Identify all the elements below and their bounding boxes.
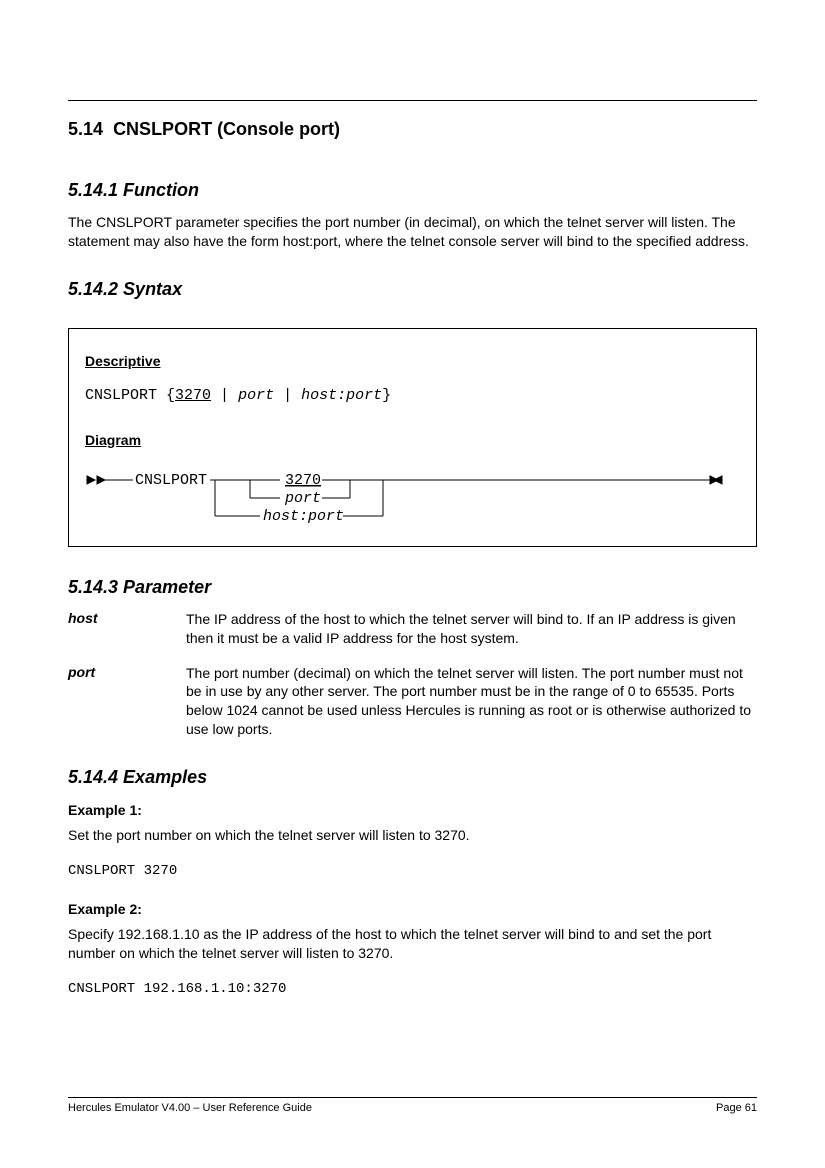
function-heading: 5.14.1 Function bbox=[68, 180, 757, 201]
section-name: CNSLPORT (Console port) bbox=[113, 119, 340, 139]
descriptive-alt2: host:port bbox=[301, 387, 382, 404]
examples-heading: 5.14.4 Examples bbox=[68, 767, 757, 788]
function-text: The CNSLPORT parameter specifies the por… bbox=[68, 213, 757, 251]
syntax-box: Descriptive CNSLPORT {3270 | port | host… bbox=[68, 328, 757, 547]
param-desc-port: The port number (decimal) on which the t… bbox=[186, 664, 757, 740]
diagram-keyword: CNSLPORT bbox=[135, 472, 207, 489]
parameter-heading: 5.14.3 Parameter bbox=[68, 577, 757, 598]
diagram-default: 3270 bbox=[285, 472, 321, 489]
footer-rule bbox=[68, 1097, 757, 1098]
diagram-alt1: port bbox=[284, 490, 321, 507]
example1-label: Example 1: bbox=[68, 802, 757, 818]
param-name-port: port bbox=[68, 664, 186, 740]
syntax-heading: 5.14.2 Syntax bbox=[68, 279, 757, 300]
param-name-host: host bbox=[68, 610, 186, 648]
top-rule bbox=[68, 100, 757, 101]
param-row: port The port number (decimal) on which … bbox=[68, 664, 757, 740]
section-number: 5.14 bbox=[68, 119, 103, 139]
example1-text: Set the port number on which the telnet … bbox=[68, 826, 757, 845]
descriptive-label: Descriptive bbox=[85, 353, 740, 369]
footer-left: Hercules Emulator V4.00 – User Reference… bbox=[68, 1102, 312, 1114]
section-title: 5.14 CNSLPORT (Console port) bbox=[68, 119, 757, 140]
descriptive-syntax: CNSLPORT {3270 | port | host:port} bbox=[85, 387, 740, 404]
descriptive-alt1: port bbox=[238, 387, 274, 404]
example1-code: CNSLPORT 3270 bbox=[68, 863, 757, 879]
diagram-alt2: host:port bbox=[263, 508, 344, 525]
example2-text: Specify 192.168.1.10 as the IP address o… bbox=[68, 925, 757, 963]
page-footer: Hercules Emulator V4.00 – User Reference… bbox=[68, 1097, 757, 1114]
railroad-diagram: CNSLPORT 3270 port host:port bbox=[85, 466, 735, 526]
descriptive-default: 3270 bbox=[175, 387, 211, 404]
param-desc-host: The IP address of the host to which the … bbox=[186, 610, 757, 648]
param-row: host The IP address of the host to which… bbox=[68, 610, 757, 648]
descriptive-keyword: CNSLPORT bbox=[85, 387, 157, 404]
diagram-label: Diagram bbox=[85, 432, 740, 448]
example2-code: CNSLPORT 192.168.1.10:3270 bbox=[68, 981, 757, 997]
example2-label: Example 2: bbox=[68, 901, 757, 917]
footer-right: Page 61 bbox=[716, 1102, 757, 1114]
